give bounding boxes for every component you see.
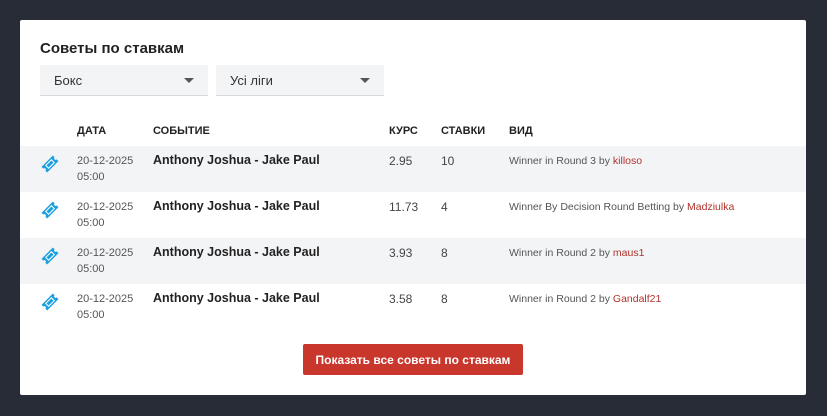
row-bets: 10 <box>441 154 455 168</box>
row-time: 05:00 <box>77 171 105 183</box>
chevron-down-icon <box>184 78 194 83</box>
row-event[interactable]: Anthony Joshua - Jake Paul <box>153 199 320 213</box>
row-odds: 3.58 <box>389 292 413 306</box>
row-kind: Winner in Round 2 by maus1 <box>509 247 644 259</box>
ticket-icon <box>40 246 60 266</box>
row-event[interactable]: Anthony Joshua - Jake Paul <box>153 153 320 167</box>
table-row[interactable]: 20-12-2025 05:00 Anthony Joshua - Jake Pa… <box>20 238 806 284</box>
table-row[interactable]: 20-12-2025 05:00 Anthony Joshua - Jake Pa… <box>20 284 806 330</box>
row-kind-text: Winner in Round 3 by <box>509 155 610 167</box>
row-odds: 2.95 <box>389 154 413 168</box>
row-bets: 4 <box>441 200 448 214</box>
row-date: 20-12-2025 <box>77 247 134 259</box>
row-kind-text: Winner By Decision Round Betting by <box>509 201 685 213</box>
row-kind-text: Winner in Round 2 by <box>509 293 610 305</box>
row-odds: 11.73 <box>389 200 419 214</box>
ticket-icon <box>40 200 60 220</box>
row-odds: 3.93 <box>389 246 413 260</box>
row-datetime: 20-12-2025 05:00 <box>77 291 133 323</box>
row-datetime: 20-12-2025 05:00 <box>77 153 133 185</box>
row-bets: 8 <box>441 292 448 306</box>
row-user-link[interactable]: maus1 <box>612 247 645 259</box>
row-kind: Winner in Round 3 by killoso <box>509 155 642 167</box>
row-date: 20-12-2025 <box>77 201 134 213</box>
row-kind: Winner in Round 2 by Gandalf21 <box>509 293 661 305</box>
show-all-tips-button[interactable]: Показать все советы по ставкам <box>303 344 523 375</box>
league-select-value: Усі ліги <box>230 73 273 88</box>
ticket-icon <box>40 154 60 174</box>
row-time: 05:00 <box>77 309 105 321</box>
row-time: 05:00 <box>77 217 105 229</box>
row-time: 05:00 <box>77 263 105 275</box>
column-header-kind: ВИД <box>509 125 533 137</box>
row-datetime: 20-12-2025 05:00 <box>77 245 133 277</box>
chevron-down-icon <box>360 78 370 83</box>
row-kind: Winner By Decision Round Betting by Madz… <box>509 201 734 213</box>
column-header-bets: СТАВКИ <box>441 125 486 137</box>
row-event[interactable]: Anthony Joshua - Jake Paul <box>153 245 320 259</box>
betting-tips-card: Советы по ставкам Бокс Усі ліги ДАТА СОБ… <box>20 20 806 395</box>
card-title: Советы по ставкам <box>40 40 185 57</box>
sport-select[interactable]: Бокс <box>40 65 208 96</box>
row-bets: 8 <box>441 246 448 260</box>
column-header-odds: КУРС <box>389 125 418 137</box>
row-datetime: 20-12-2025 05:00 <box>77 199 133 231</box>
table-row[interactable]: 20-12-2025 05:00 Anthony Joshua - Jake Pa… <box>20 146 806 192</box>
row-event[interactable]: Anthony Joshua - Jake Paul <box>153 291 320 305</box>
row-user-link[interactable]: Madziulka <box>687 201 735 213</box>
ticket-icon <box>40 292 60 312</box>
row-user-link[interactable]: killoso <box>612 155 643 167</box>
sport-select-value: Бокс <box>54 73 83 88</box>
row-date: 20-12-2025 <box>77 293 134 305</box>
row-kind-text: Winner in Round 2 by <box>509 247 610 259</box>
column-header-event: СОБЫТИЕ <box>153 125 210 137</box>
row-user-link[interactable]: Gandalf21 <box>612 293 662 305</box>
column-header-date: ДАТА <box>77 125 107 137</box>
table-row[interactable]: 20-12-2025 05:00 Anthony Joshua - Jake Pa… <box>20 192 806 238</box>
row-date: 20-12-2025 <box>77 155 134 167</box>
league-select[interactable]: Усі ліги <box>216 65 384 96</box>
